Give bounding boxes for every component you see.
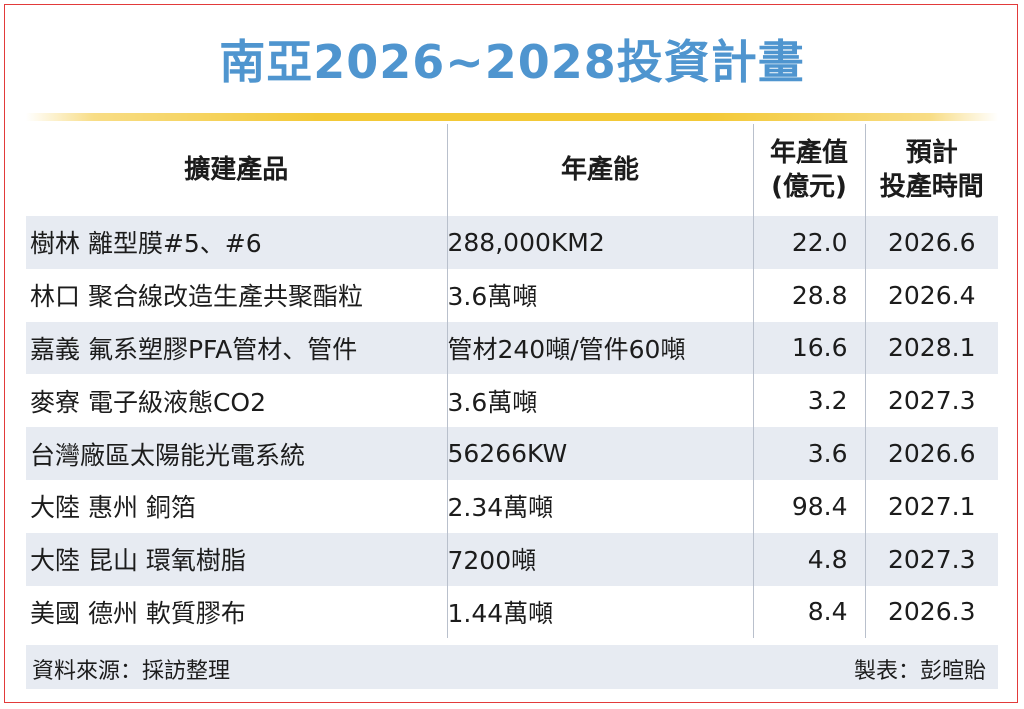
table-row: 嘉義 氟系塑膠PFA管材、管件 管材240噸/管件60噸 16.6 2028.1	[26, 321, 998, 375]
maker-credit: 製表：彭暄貽	[853, 659, 986, 684]
header-value-line1: 年產值	[769, 138, 848, 168]
table-header-row: 擴建產品 年產能 年產值 (億元) 預計 投產時間	[26, 124, 998, 216]
capacity-cell: 管材240噸/管件60噸	[446, 321, 753, 375]
header-time-line2: 投產時間	[879, 172, 984, 202]
table-row: 台灣廠區太陽能光電系統 56266KW 3.6 2026.6	[26, 427, 998, 480]
header-time-line1: 預計	[905, 138, 958, 168]
time-cell: 2027.1	[864, 479, 998, 533]
capacity-cell: 288,000KM2	[446, 216, 753, 269]
table-row: 樹林 離型膜#5、#6 288,000KM2 22.0 2026.6	[26, 216, 998, 269]
capacity-cell: 56266KW	[446, 427, 753, 480]
table-row: 林口 聚合線改造生產共聚酯粒 3.6萬噸 28.8 2026.4	[26, 268, 998, 322]
value-cell: 4.8	[752, 532, 865, 586]
product-cell: 林口 聚合線改造生產共聚酯粒	[30, 282, 363, 312]
value-cell: 28.8	[752, 268, 865, 322]
time-cell: 2026.3	[864, 585, 998, 639]
product-cell: 大陸 昆山 環氧樹脂	[26, 532, 447, 586]
capacity-cell: 7200噸	[446, 532, 753, 586]
capacity-cell: 1.44萬噸	[446, 585, 753, 639]
product-cell: 大陸 惠州 銅箔	[30, 493, 196, 523]
table-footer: 資料來源：採訪整理 製表：彭暄貽	[26, 645, 998, 689]
product-cell: 美國 德州 軟質膠布	[30, 598, 246, 628]
header-capacity: 年產能	[446, 124, 753, 216]
investment-table: 擴建產品 年產能 年產值 (億元) 預計 投產時間 樹林 離型膜#5、#6 28…	[26, 124, 998, 639]
capacity-cell: 3.6萬噸	[446, 374, 753, 428]
value-cell: 16.6	[752, 321, 865, 375]
time-cell: 2027.3	[864, 532, 998, 586]
table-row: 麥寮 電子級液態CO2 3.6萬噸 3.2 2027.3	[26, 374, 998, 428]
product-cell: 樹林 離型膜#5、#6	[26, 216, 447, 269]
value-cell: 3.6	[752, 427, 865, 480]
value-cell: 3.2	[752, 374, 865, 428]
time-cell: 2026.4	[864, 268, 998, 322]
product-cell: 台灣廠區太陽能光電系統	[26, 427, 447, 480]
table-row: 美國 德州 軟質膠布 1.44萬噸 8.4 2026.3	[26, 585, 998, 639]
value-cell: 22.0	[752, 216, 865, 269]
time-cell: 2027.3	[864, 374, 998, 428]
page-title: 南亞2026~2028投資計畫	[219, 35, 805, 89]
title-underline	[26, 113, 998, 121]
product-cell: 麥寮 電子級液態CO2	[30, 387, 266, 417]
header-value-line2: (億元)	[771, 172, 847, 202]
capacity-cell: 2.34萬噸	[446, 479, 753, 533]
time-cell: 2026.6	[864, 216, 998, 269]
product-cell: 嘉義 氟系塑膠PFA管材、管件	[26, 321, 447, 375]
header-value: 年產值 (億元)	[752, 124, 865, 216]
source-note: 資料來源：採訪整理	[32, 659, 231, 684]
header-time: 預計 投產時間	[864, 124, 998, 216]
value-cell: 98.4	[752, 479, 865, 533]
header-product: 擴建產品	[184, 155, 289, 185]
table-row: 大陸 惠州 銅箔 2.34萬噸 98.4 2027.1	[26, 479, 998, 533]
value-cell: 8.4	[752, 585, 865, 639]
time-cell: 2028.1	[864, 321, 998, 375]
capacity-cell: 3.6萬噸	[446, 268, 753, 322]
time-cell: 2026.6	[864, 427, 998, 480]
table-row: 大陸 昆山 環氧樹脂 7200噸 4.8 2027.3	[26, 532, 998, 586]
